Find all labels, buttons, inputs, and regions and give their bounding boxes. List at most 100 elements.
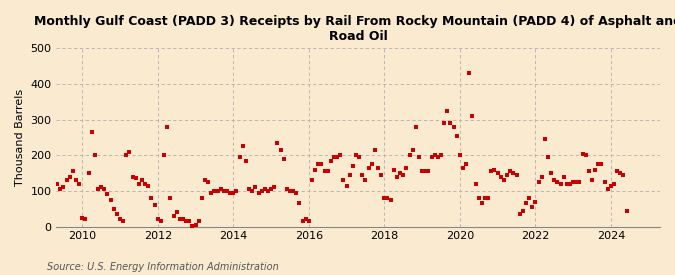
Point xyxy=(480,196,491,200)
Point xyxy=(344,173,355,177)
Point xyxy=(111,212,122,216)
Point xyxy=(269,185,279,189)
Point xyxy=(55,187,65,191)
Point xyxy=(354,155,364,159)
Point xyxy=(577,151,588,156)
Point xyxy=(414,155,425,159)
Point xyxy=(433,155,443,159)
Point xyxy=(367,162,377,166)
Point xyxy=(379,196,389,200)
Point xyxy=(231,189,242,193)
Point xyxy=(127,174,138,179)
Point xyxy=(43,217,53,222)
Point xyxy=(240,158,251,163)
Point xyxy=(228,191,239,195)
Point xyxy=(74,182,84,186)
Point xyxy=(49,167,59,172)
Point xyxy=(259,187,270,191)
Point xyxy=(464,71,475,76)
Point xyxy=(247,189,258,193)
Point xyxy=(159,153,169,158)
Point xyxy=(388,167,399,172)
Point xyxy=(105,198,116,202)
Point xyxy=(313,162,324,166)
Point xyxy=(281,187,292,191)
Point xyxy=(325,158,336,163)
Point xyxy=(155,219,166,223)
Point xyxy=(508,171,519,175)
Point xyxy=(369,148,380,152)
Point xyxy=(382,196,393,200)
Point xyxy=(587,178,597,182)
Point xyxy=(272,141,283,145)
Point xyxy=(470,182,481,186)
Point xyxy=(96,185,107,189)
Point xyxy=(209,189,220,193)
Point xyxy=(86,130,97,134)
Point xyxy=(244,187,254,191)
Point xyxy=(420,169,431,174)
Point xyxy=(435,153,446,158)
Point xyxy=(140,182,151,186)
Text: Source: U.S. Energy Information Administration: Source: U.S. Energy Information Administ… xyxy=(47,262,279,272)
Point xyxy=(181,219,192,223)
Point xyxy=(612,169,622,174)
Point xyxy=(52,182,63,186)
Point xyxy=(341,183,352,188)
Point xyxy=(306,178,317,182)
Point xyxy=(297,219,308,223)
Point xyxy=(206,191,217,195)
Point xyxy=(310,167,321,172)
Point xyxy=(499,178,510,182)
Point xyxy=(452,133,462,138)
Point xyxy=(165,196,176,200)
Point xyxy=(398,173,408,177)
Point xyxy=(288,189,298,193)
Point xyxy=(458,166,468,170)
Point xyxy=(68,169,78,174)
Point xyxy=(524,196,535,200)
Point xyxy=(568,180,578,184)
Point xyxy=(200,178,211,182)
Point xyxy=(202,180,213,184)
Point xyxy=(316,162,327,166)
Point xyxy=(190,222,201,227)
Point xyxy=(549,178,560,182)
Point xyxy=(212,189,223,193)
Point xyxy=(275,148,286,152)
Point xyxy=(285,189,296,193)
Point xyxy=(502,173,512,177)
Point xyxy=(130,176,141,181)
Point xyxy=(461,162,472,166)
Point xyxy=(77,216,88,220)
Point xyxy=(294,201,305,206)
Point xyxy=(350,153,361,158)
Point xyxy=(448,125,459,129)
Point xyxy=(442,109,453,113)
Point xyxy=(323,169,333,174)
Point xyxy=(426,155,437,159)
Point xyxy=(134,182,144,186)
Point xyxy=(348,164,358,168)
Point xyxy=(571,180,582,184)
Point xyxy=(291,191,302,195)
Point xyxy=(171,210,182,214)
Point xyxy=(407,148,418,152)
Point xyxy=(593,162,603,166)
Point xyxy=(193,219,204,223)
Point xyxy=(196,196,207,200)
Point xyxy=(250,185,261,189)
Point xyxy=(64,174,75,179)
Point xyxy=(117,219,128,223)
Point xyxy=(539,137,550,141)
Point xyxy=(225,191,236,195)
Point xyxy=(357,173,368,177)
Point xyxy=(590,167,601,172)
Point xyxy=(219,189,230,193)
Point xyxy=(552,180,563,184)
Point xyxy=(215,187,226,191)
Point xyxy=(555,182,566,186)
Point xyxy=(583,169,594,174)
Point xyxy=(376,173,387,177)
Point xyxy=(404,153,415,158)
